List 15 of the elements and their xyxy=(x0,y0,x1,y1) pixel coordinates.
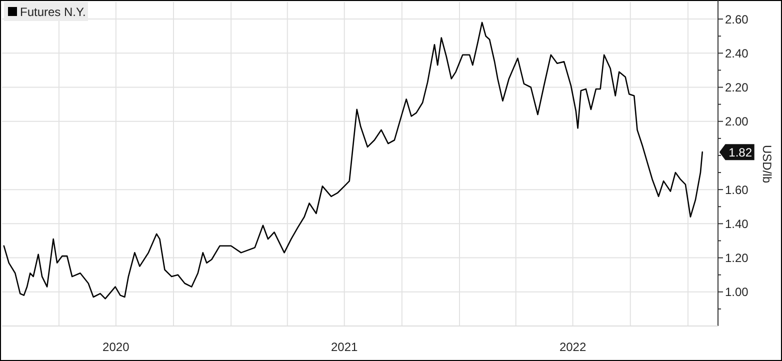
y-tick-label: 2.60 xyxy=(725,12,749,26)
y-tick-label: 2.00 xyxy=(725,114,749,129)
y-tick-label: 1.00 xyxy=(725,285,749,300)
x-tick-label: 2022 xyxy=(559,340,586,354)
x-tick-label: 2021 xyxy=(331,340,358,354)
annotation: 1.82 xyxy=(728,145,752,160)
y-tick-label: 1.20 xyxy=(725,250,749,265)
legend-label: Futures N.Y. xyxy=(20,5,86,19)
y-tick-label: 2.40 xyxy=(725,46,749,60)
y-tick-label: 2.20 xyxy=(725,80,749,94)
x-tick-label: 2020 xyxy=(102,340,130,354)
y-tick-label: 1.40 xyxy=(725,216,749,231)
y-tick-label: 1.60 xyxy=(725,182,749,197)
y-axis-title: USD/lb xyxy=(760,144,774,184)
line-series xyxy=(3,22,704,300)
